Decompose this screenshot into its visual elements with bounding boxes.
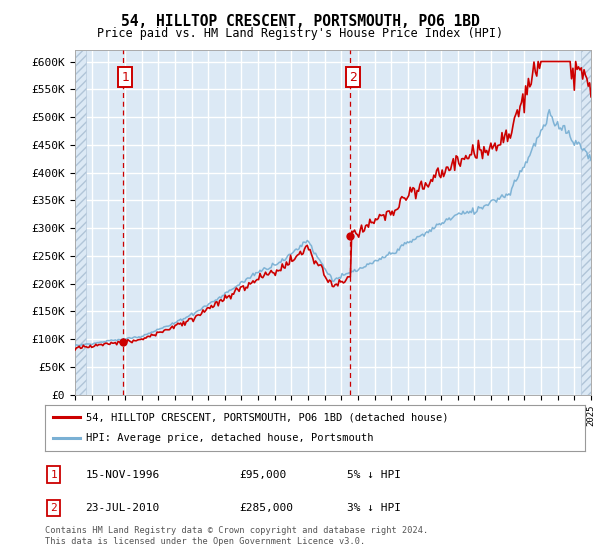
- Text: 54, HILLTOP CRESCENT, PORTSMOUTH, PO6 1BD (detached house): 54, HILLTOP CRESCENT, PORTSMOUTH, PO6 1B…: [86, 412, 448, 422]
- Text: Price paid vs. HM Land Registry's House Price Index (HPI): Price paid vs. HM Land Registry's House …: [97, 27, 503, 40]
- Text: 2: 2: [50, 503, 57, 513]
- Text: Contains HM Land Registry data © Crown copyright and database right 2024.
This d: Contains HM Land Registry data © Crown c…: [45, 526, 428, 546]
- Bar: [581, 50, 591, 395]
- Text: 1: 1: [121, 71, 130, 83]
- Text: 1: 1: [50, 469, 57, 479]
- Text: HPI: Average price, detached house, Portsmouth: HPI: Average price, detached house, Port…: [86, 433, 373, 444]
- Bar: [75, 50, 86, 395]
- Text: 54, HILLTOP CRESCENT, PORTSMOUTH, PO6 1BD: 54, HILLTOP CRESCENT, PORTSMOUTH, PO6 1B…: [121, 14, 479, 29]
- Text: 15-NOV-1996: 15-NOV-1996: [86, 469, 160, 479]
- Text: £95,000: £95,000: [239, 469, 287, 479]
- Text: 2: 2: [349, 71, 357, 83]
- Text: 5% ↓ HPI: 5% ↓ HPI: [347, 469, 401, 479]
- Text: £285,000: £285,000: [239, 503, 293, 513]
- Text: 3% ↓ HPI: 3% ↓ HPI: [347, 503, 401, 513]
- Text: 23-JUL-2010: 23-JUL-2010: [86, 503, 160, 513]
